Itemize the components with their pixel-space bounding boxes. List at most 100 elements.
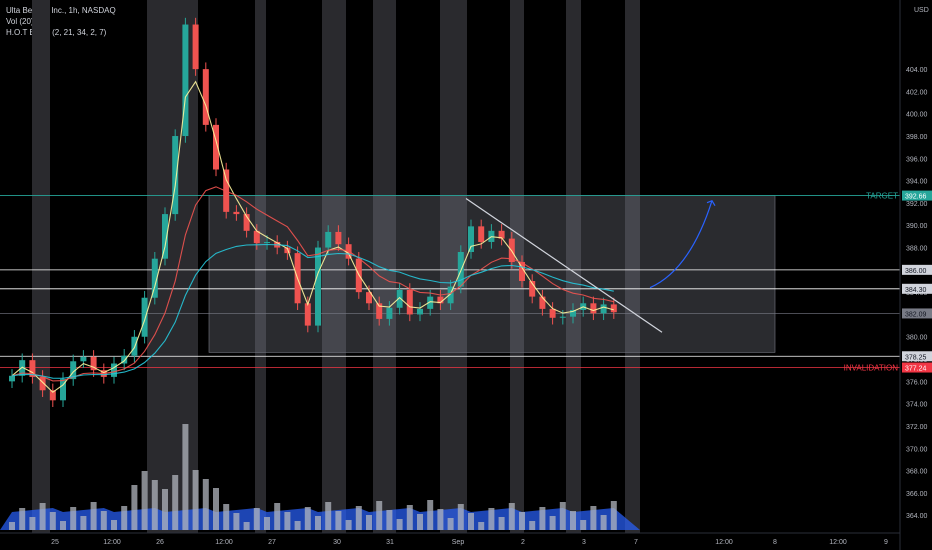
volume-bar [600,515,607,530]
candle-body [529,280,536,297]
time-tick-label: 12:00 [103,539,121,546]
candle-body [325,231,332,248]
volume-bar [437,509,444,530]
volume-bar [39,503,46,530]
volume-bar [223,504,230,530]
price-tick-label: 374.00 [906,402,928,409]
price-level-badge [902,351,932,362]
volume-bar [478,522,485,530]
candle-body [121,355,128,364]
session-band [255,0,266,533]
candle-body [335,231,342,245]
time-tick-label: 31 [386,539,394,546]
volume-bar [192,470,199,530]
candle-body [223,169,230,212]
candle-body [468,226,474,253]
candle-body [243,214,250,231]
time-tick-label: 7 [634,539,638,546]
volume-bar [406,505,413,530]
legend-volume[interactable]: Vol (20) [6,17,34,26]
price-tick-label: 376.00 [906,379,928,386]
volume-bar [131,485,138,530]
projection-arrow-head [706,199,716,207]
time-tick-label: 2 [521,539,525,546]
volume-bar [590,506,597,530]
candle-body [213,124,219,170]
price-tick-label: 392.00 [906,201,928,208]
volume-bar [345,520,352,530]
volume-bar [488,508,495,530]
volume-bar [427,500,434,530]
candle-body [182,24,189,137]
volume-bar [386,510,393,530]
price-tick-label: 404.00 [906,67,928,74]
price-tick-label: 388.00 [906,246,928,253]
time-tick-label: 12:00 [829,539,847,546]
volume-bar [539,507,546,530]
price-level-badge-text: 377.24 [905,366,927,373]
candle-body [590,303,597,314]
price-tick-label: 398.00 [906,134,928,141]
volume-bar [80,516,87,530]
candle-body [49,390,56,401]
candle-body [29,360,36,377]
time-tick-label: 30 [333,539,341,546]
session-band [32,0,50,533]
volume-bar [233,513,240,530]
volume-bar [121,506,128,530]
volume-bar [559,502,566,530]
candle-body [417,308,423,315]
volume-bar [284,512,291,530]
volume-bar [294,521,301,530]
candle-body [19,360,26,376]
volume-bar [111,520,117,530]
volume-bar [508,503,515,530]
candle-body [519,262,525,281]
volume-bar [100,511,107,530]
price-level-badge [902,308,932,319]
session-band [373,0,396,533]
trend-line [465,197,663,333]
candle-body [315,247,321,326]
candle-body [39,376,46,391]
time-tick-label: 12:00 [215,539,233,546]
currency-label: USD [914,7,929,14]
candle-body [284,247,291,254]
candle-body [539,296,546,309]
session-band [566,0,581,533]
volume-bar [60,521,66,530]
price-tick-label: 368.00 [906,469,928,476]
volume-bar [468,513,474,530]
candle-body [111,363,117,377]
volume-bar [570,511,576,530]
price-level-badge [902,264,932,275]
legend-symbol[interactable]: Ulta Beauty, Inc., 1h, NASDAQ [6,6,116,15]
candle-body [264,241,270,244]
candle-body [478,226,485,242]
candle-body [549,308,556,318]
candle-body [570,309,576,317]
volume-bar [151,480,158,530]
projection-arrow [649,200,713,289]
volume-bar [213,488,219,530]
candle-body [192,24,199,70]
candle-body [172,136,179,215]
volume-bar [315,516,321,530]
volume-bar [457,504,464,530]
price-level-badge-text: 386.00 [905,268,927,275]
volume-bar [610,501,617,530]
legend-ema[interactable]: H.O.T Emas (2, 21, 34, 2, 7) [6,28,107,37]
candle-body [202,69,209,125]
price-level-badge-text: 382.09 [905,311,927,318]
time-tick-label: 26 [156,539,164,546]
volume-bar [49,512,56,530]
range-box [208,195,776,353]
volume-bar [325,502,332,530]
volume-bar [202,479,209,530]
ema-slow-line [11,243,614,379]
volume-bar [264,517,270,530]
price-tick-label: 394.00 [906,179,928,186]
candle-body [162,214,168,259]
session-band [322,0,346,533]
